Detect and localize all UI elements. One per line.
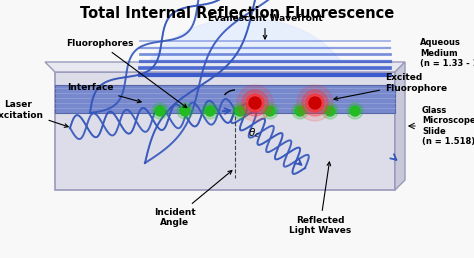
Circle shape [292, 103, 308, 119]
Text: Fluorophores: Fluorophores [66, 39, 187, 108]
Circle shape [246, 94, 264, 112]
Circle shape [232, 103, 248, 119]
Text: Aqueous
Medium
(n = 1.33 - 1.37): Aqueous Medium (n = 1.33 - 1.37) [420, 38, 474, 68]
Ellipse shape [135, 18, 355, 188]
Circle shape [202, 103, 218, 119]
Circle shape [235, 106, 245, 116]
Circle shape [249, 97, 261, 109]
Circle shape [262, 103, 278, 119]
Text: Total Internal Reflection Fluorescence: Total Internal Reflection Fluorescence [80, 6, 394, 21]
Circle shape [302, 90, 328, 116]
Circle shape [205, 106, 215, 116]
Circle shape [306, 94, 324, 112]
Circle shape [297, 85, 333, 121]
Text: Interface: Interface [67, 84, 141, 103]
Text: Reflected
Light Waves: Reflected Light Waves [289, 162, 351, 235]
FancyBboxPatch shape [55, 85, 395, 113]
Circle shape [309, 97, 321, 109]
Circle shape [295, 106, 305, 116]
Text: Glass
Microscope
Slide
(n = 1.518): Glass Microscope Slide (n = 1.518) [422, 106, 474, 146]
Polygon shape [45, 62, 405, 72]
Circle shape [322, 103, 338, 119]
Circle shape [237, 85, 273, 121]
Circle shape [152, 103, 168, 119]
Circle shape [265, 106, 275, 116]
Circle shape [325, 106, 335, 116]
Circle shape [242, 90, 268, 116]
Text: $\theta_c$: $\theta_c$ [248, 126, 260, 140]
Circle shape [155, 106, 165, 116]
Circle shape [347, 103, 363, 119]
Circle shape [180, 106, 190, 116]
Circle shape [177, 103, 193, 119]
FancyBboxPatch shape [55, 72, 395, 190]
Text: Evanescent Wavefront: Evanescent Wavefront [208, 14, 322, 39]
Polygon shape [395, 62, 405, 190]
Text: Incident
Angle: Incident Angle [154, 171, 232, 227]
Text: Excited
Fluorophore: Excited Fluorophore [334, 73, 447, 100]
Circle shape [350, 106, 360, 116]
Text: Laser
Excitation: Laser Excitation [0, 100, 68, 127]
